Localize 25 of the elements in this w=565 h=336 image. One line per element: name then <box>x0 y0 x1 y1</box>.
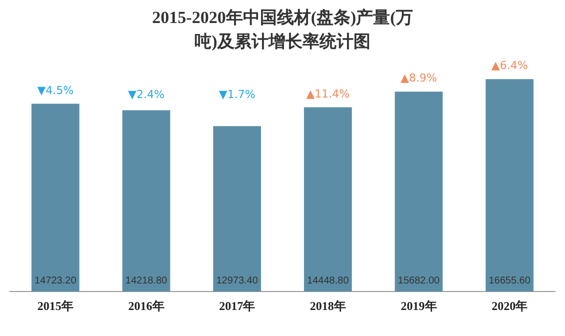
x-tick-label: 2016年 <box>128 298 164 313</box>
x-tick-label: 2017年 <box>219 298 256 313</box>
annotation: ▼4.5% <box>37 84 74 97</box>
annotation: ▼2.4% <box>128 88 164 101</box>
annotation: ▲8.9% <box>400 72 437 85</box>
text: ▲6.4% <box>491 59 528 72</box>
data-label: 16655.60 <box>488 276 531 287</box>
bar <box>486 79 534 292</box>
chart-title: 2015-2020年中国线材(盘条)产量(万吨)及累计增长率统计图 <box>151 7 414 53</box>
x-tick-label: 2020年 <box>492 298 528 313</box>
x-tick-label: 2019年 <box>400 298 437 313</box>
x-tick-label: 2015年 <box>37 298 74 313</box>
data-label: 14723.20 <box>34 276 77 287</box>
bar <box>213 126 262 292</box>
bar <box>31 104 80 292</box>
bar <box>122 110 170 292</box>
data-label: 15682.00 <box>398 276 440 287</box>
data-label: 12973.40 <box>216 276 258 287</box>
x-tick-label: 2018年 <box>310 298 346 313</box>
data-label: 14218.80 <box>125 276 168 287</box>
bar <box>304 107 352 292</box>
annotation: ▲11.4% <box>306 87 350 100</box>
annotation: ▼1.7% <box>218 88 256 101</box>
bar <box>394 92 443 292</box>
data-label: 14448.80 <box>307 276 350 287</box>
